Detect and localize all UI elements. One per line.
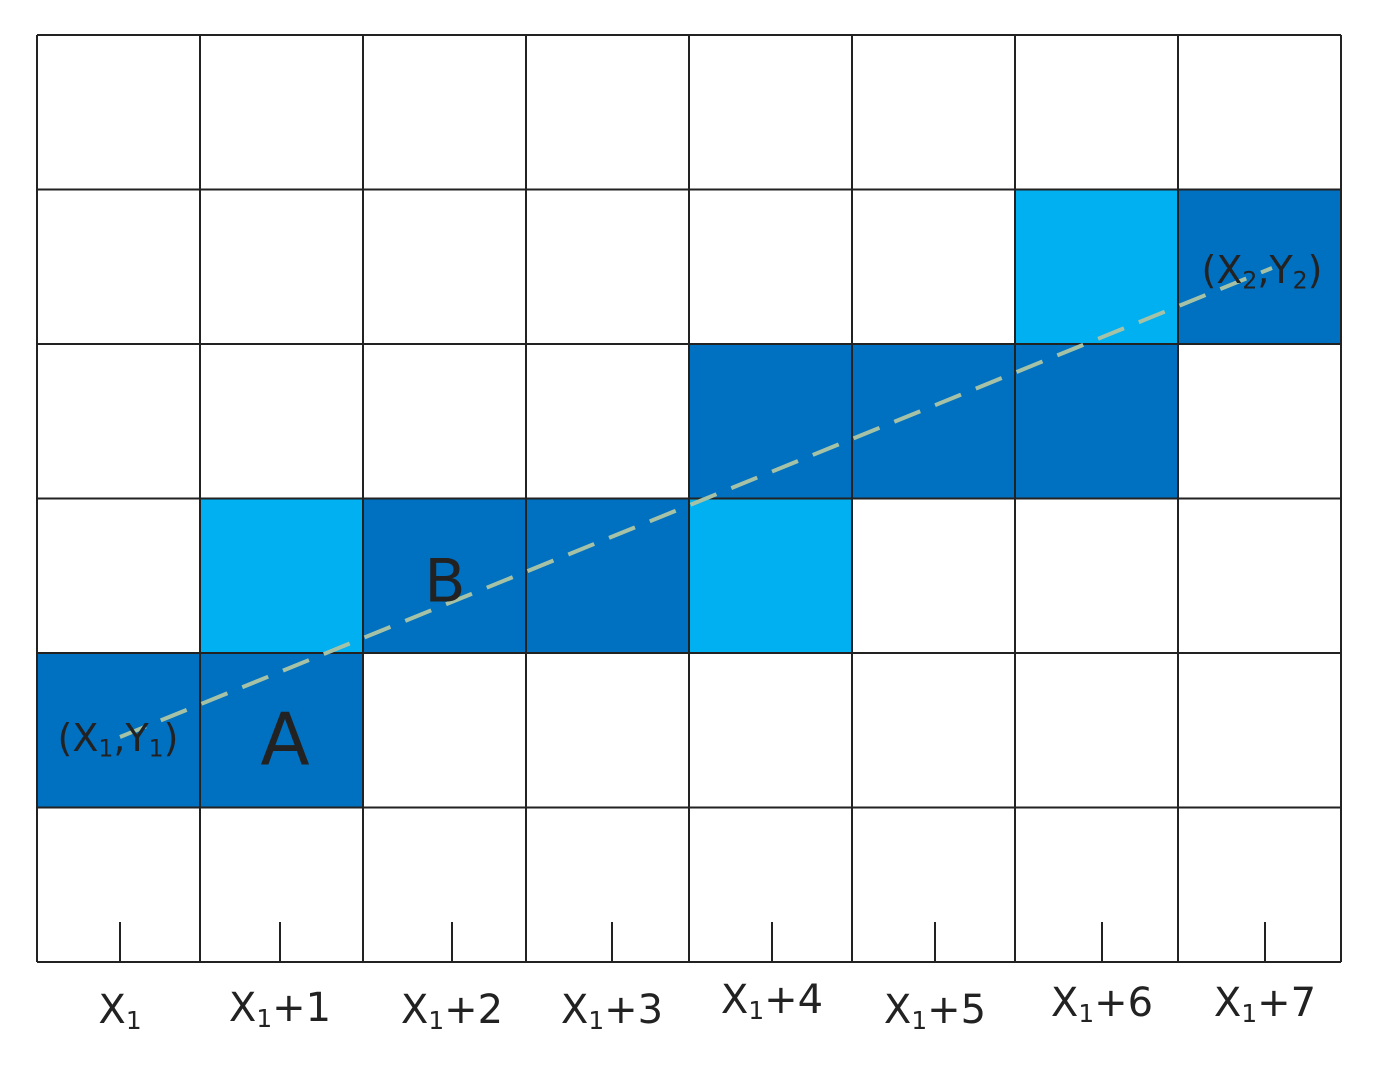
subscript: 2	[1242, 266, 1257, 294]
subscript: 1	[256, 1004, 272, 1033]
x-label: X1+1	[229, 985, 331, 1033]
point-label: (X2,Y2)	[1202, 248, 1323, 295]
filled-cell	[1015, 344, 1178, 499]
subscript: 1	[1241, 999, 1257, 1028]
text-part: ,Y	[113, 716, 149, 760]
subscript: 2	[1293, 266, 1308, 294]
x-label: X1+2	[401, 987, 503, 1035]
cell-label: B	[424, 547, 465, 617]
filled-cell	[852, 344, 1015, 499]
filled-cell	[526, 498, 689, 653]
cell-label: A	[260, 698, 309, 782]
filled-cell	[1015, 189, 1178, 344]
filled-cell	[689, 344, 852, 499]
text-part: X	[1214, 980, 1241, 1026]
grid	[36, 34, 1342, 963]
filled-cell	[200, 653, 363, 808]
subscript: 1	[428, 1006, 444, 1035]
text-part: +2	[444, 987, 503, 1033]
filled-cell	[1178, 189, 1341, 344]
text-part: X	[884, 987, 911, 1033]
dashed-line	[119, 266, 1273, 739]
text-part: X	[561, 987, 588, 1033]
x-label: X1	[98, 987, 141, 1035]
x-label: X1+6	[1051, 980, 1153, 1028]
text-part: X	[229, 985, 256, 1031]
text-part: +3	[604, 987, 663, 1033]
text-part: )	[1308, 248, 1323, 292]
filled-cell	[200, 498, 363, 653]
text-part: +4	[764, 977, 823, 1023]
point-label: (X1,Y1)	[58, 716, 179, 763]
subscript: 1	[911, 1006, 927, 1035]
subscript: 1	[748, 996, 764, 1025]
text-part: X	[721, 977, 748, 1023]
text-part: X	[98, 987, 125, 1033]
x-label: X1+3	[561, 987, 663, 1035]
x-label: X1+7	[1214, 980, 1316, 1028]
text-part: +1	[272, 985, 331, 1031]
filled-cell	[689, 498, 852, 653]
subscript: 1	[126, 1006, 142, 1035]
filled-cell	[37, 653, 200, 808]
text-part: +7	[1257, 980, 1316, 1026]
text-part: +6	[1094, 980, 1153, 1026]
subscript: 1	[98, 734, 113, 762]
text-part: +5	[927, 987, 986, 1033]
text-part: X	[401, 987, 428, 1033]
subscript: 1	[588, 1006, 604, 1035]
x-label: X1+5	[884, 987, 986, 1035]
text-part: X	[1051, 980, 1078, 1026]
subscript: 1	[1078, 999, 1094, 1028]
text-part: ,Y	[1257, 248, 1293, 292]
text-part: (X	[58, 716, 99, 760]
labels: X1 X1+1 X1+2 X1+3 X1+4 X1+5 X1+6 X1+7(X1,Y1)(X2…	[58, 248, 1323, 1036]
text-part: )	[164, 716, 179, 760]
text-part: (X	[1202, 248, 1243, 292]
subscript: 1	[149, 734, 164, 762]
x-label: X1+4	[721, 977, 823, 1025]
cells	[37, 189, 1341, 808]
